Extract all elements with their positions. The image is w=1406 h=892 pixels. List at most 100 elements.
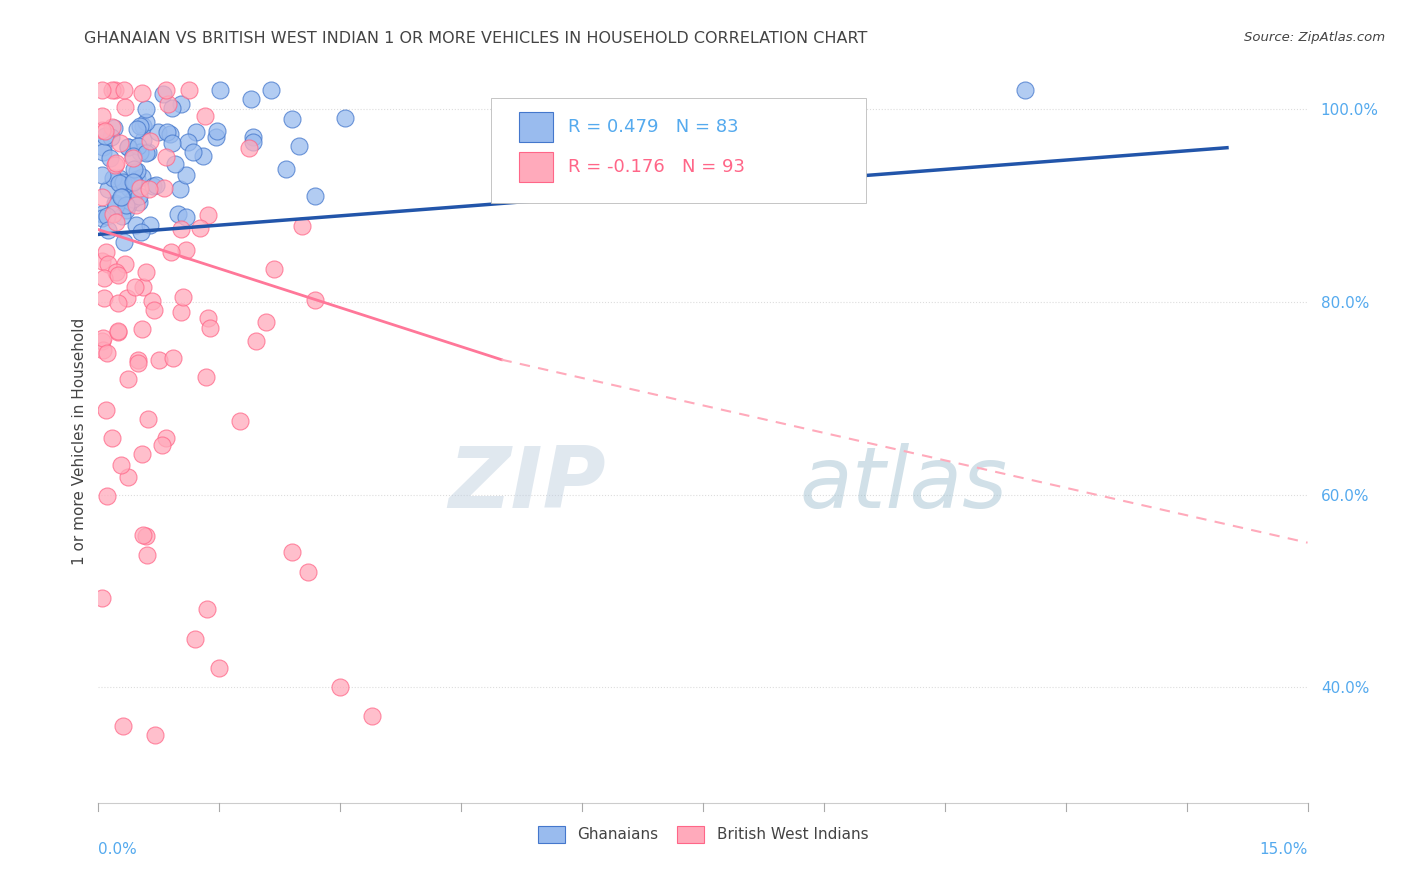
Point	[169, 181, 191, 195]
Point	[155, 83, 177, 97]
Point	[127, 138, 149, 153]
Point	[135, 102, 157, 116]
Point	[288, 139, 311, 153]
Point	[112, 83, 135, 97]
Point	[100, 130, 122, 145]
Point	[94, 403, 117, 417]
Point	[104, 158, 127, 172]
Point	[91, 207, 114, 221]
Point	[93, 129, 115, 144]
Point	[91, 140, 114, 154]
Point	[117, 469, 139, 483]
Point	[174, 169, 197, 183]
Point	[281, 112, 304, 127]
Point	[245, 334, 267, 348]
Point	[122, 161, 145, 176]
Point	[108, 176, 131, 190]
Point	[155, 150, 177, 164]
Point	[170, 305, 193, 319]
Point	[111, 209, 134, 223]
Point	[204, 130, 226, 145]
Point	[254, 315, 277, 329]
Point	[143, 303, 166, 318]
Point	[127, 172, 149, 186]
Point	[291, 219, 314, 234]
Point	[131, 225, 153, 239]
Point	[150, 438, 173, 452]
Point	[121, 148, 143, 162]
Point	[128, 119, 150, 133]
Point	[184, 632, 207, 646]
Point	[110, 189, 132, 203]
Text: 0.0%: 0.0%	[98, 842, 138, 856]
Point	[91, 591, 114, 605]
Point	[129, 145, 152, 160]
Point	[118, 181, 141, 195]
Point	[101, 207, 124, 221]
Point	[97, 257, 120, 271]
Point	[93, 292, 115, 306]
Point	[127, 355, 149, 369]
Point	[107, 268, 129, 282]
Point	[131, 322, 153, 336]
Point	[174, 243, 197, 257]
Point	[152, 87, 174, 101]
Point	[197, 208, 219, 222]
Point	[117, 140, 139, 154]
Point	[91, 145, 114, 160]
Point	[103, 170, 125, 185]
Point	[122, 175, 145, 189]
Point	[297, 565, 319, 579]
Point	[132, 119, 155, 133]
Point	[103, 121, 125, 136]
Point	[114, 197, 136, 211]
Point	[127, 352, 149, 367]
Point	[179, 83, 201, 97]
Point	[136, 549, 159, 563]
Text: 15.0%: 15.0%	[1260, 842, 1308, 856]
Point	[131, 170, 153, 185]
Point	[184, 125, 207, 139]
Point	[96, 209, 118, 223]
Text: R = 0.479   N = 83: R = 0.479 N = 83	[568, 119, 738, 136]
Point	[138, 411, 160, 425]
Point	[209, 83, 232, 97]
Point	[93, 331, 115, 345]
Point	[114, 257, 136, 271]
Point	[101, 431, 124, 445]
Point	[117, 371, 139, 385]
Text: GHANAIAN VS BRITISH WEST INDIAN 1 OR MORE VEHICLES IN HOUSEHOLD CORRELATION CHAR: GHANAIAN VS BRITISH WEST INDIAN 1 OR MOR…	[84, 31, 868, 46]
Point	[94, 124, 117, 138]
Point	[125, 122, 148, 136]
Point	[167, 207, 190, 221]
Point	[122, 175, 145, 189]
Point	[208, 661, 231, 675]
Point	[111, 175, 134, 189]
FancyBboxPatch shape	[519, 112, 553, 143]
Point	[197, 311, 219, 326]
Point	[98, 151, 121, 165]
Point	[105, 265, 128, 279]
Point	[333, 111, 356, 125]
Point	[101, 120, 124, 135]
Point	[96, 346, 118, 360]
Point	[174, 210, 197, 224]
Point	[304, 293, 326, 307]
Point	[91, 211, 114, 226]
Point	[115, 202, 138, 217]
Point	[198, 321, 221, 335]
Point	[132, 133, 155, 147]
Point	[195, 602, 218, 616]
Point	[111, 719, 134, 733]
Point	[159, 127, 181, 141]
Point	[242, 130, 264, 145]
Point	[155, 431, 177, 445]
Point	[131, 447, 153, 461]
Point	[115, 291, 138, 305]
Point	[194, 109, 217, 123]
Point	[193, 149, 215, 163]
Text: ZIP: ZIP	[449, 443, 606, 526]
Point	[91, 168, 114, 182]
Point	[304, 189, 326, 203]
Point	[128, 194, 150, 209]
